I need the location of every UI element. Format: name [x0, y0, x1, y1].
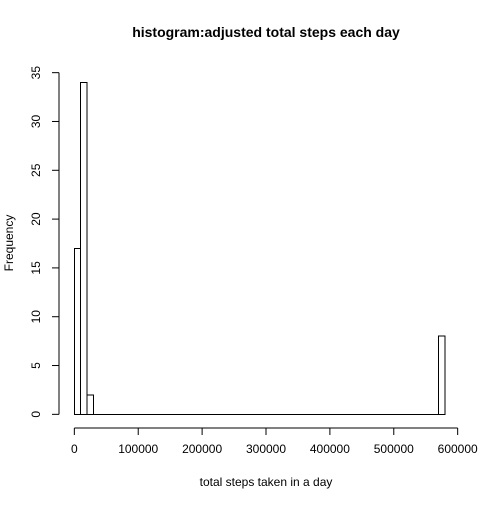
x-tick-label: 400000	[310, 442, 350, 456]
y-tick-label: 5	[29, 362, 43, 369]
histogram-bar	[87, 395, 93, 415]
chart-title: histogram:adjusted total steps each day	[132, 24, 400, 40]
x-tick-label: 600000	[438, 442, 478, 456]
y-tick-label: 10	[29, 310, 43, 324]
x-tick-label: 0	[71, 442, 78, 456]
x-tick-label: 300000	[246, 442, 286, 456]
bars-group	[74, 82, 445, 414]
y-axis-label: Frequency	[2, 215, 16, 272]
x-tick-label: 100000	[118, 442, 158, 456]
x-tick-label: 200000	[182, 442, 222, 456]
histogram-bar	[74, 248, 80, 414]
y-tick-label: 20	[29, 212, 43, 226]
y-tick-label: 0	[29, 411, 43, 418]
y-tick-label: 35	[29, 66, 43, 80]
histogram-bar	[439, 336, 445, 414]
y-tick-label: 15	[29, 261, 43, 275]
y-axis: 0 5 10 15 20 25 30 35	[29, 66, 59, 418]
y-tick-label: 30	[29, 114, 43, 128]
y-tick-label: 25	[29, 163, 43, 177]
x-tick-label: 500000	[374, 442, 414, 456]
x-axis: 0 100000 200000 300000 400000 500000 600000	[71, 428, 478, 456]
x-axis-label: total steps taken in a day	[200, 475, 333, 489]
histogram-bar	[81, 82, 87, 414]
